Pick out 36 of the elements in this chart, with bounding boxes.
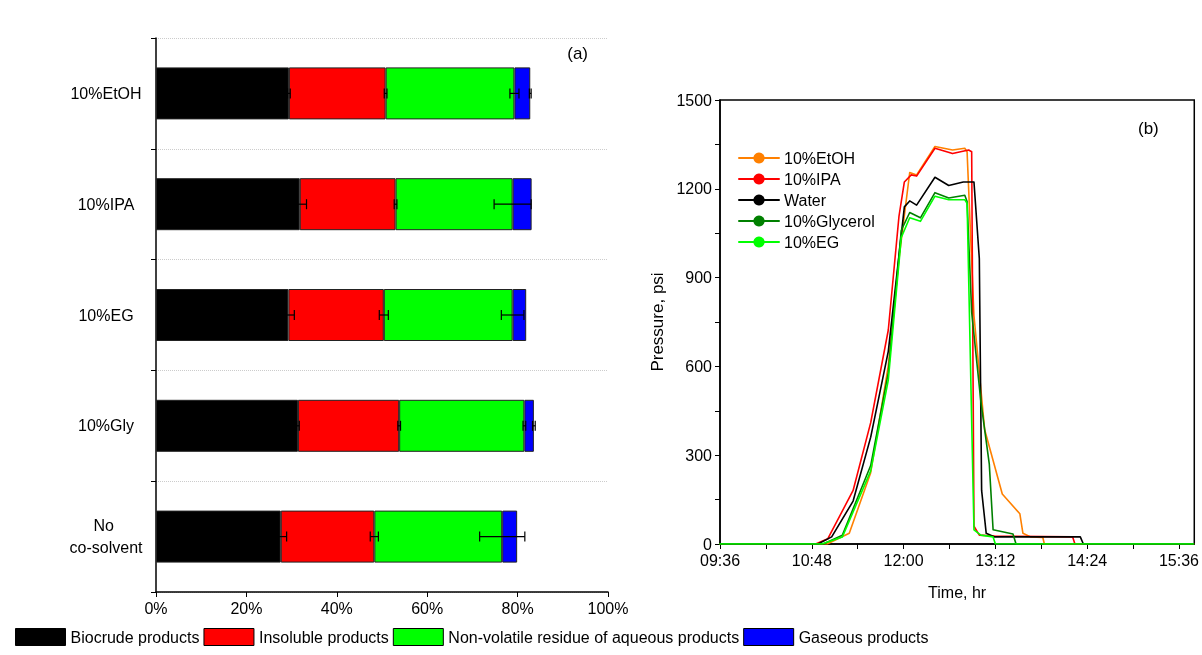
y-tick-label: 10%EG	[78, 306, 134, 324]
x-tick-label: 09:36	[699, 551, 741, 569]
x-tick-label: 14:24	[1067, 551, 1108, 569]
x-tick-label: 60%	[411, 599, 444, 617]
x-axis-title: Time, hr	[928, 583, 987, 601]
y-tick-label: No co-solvent	[69, 517, 144, 557]
x-tick-label: 13:12	[975, 551, 1016, 569]
legend-label: Water	[784, 191, 827, 209]
y-tick-label: 300	[685, 446, 713, 464]
x-tick-label: 10:48	[791, 551, 832, 569]
legend-label: Gaseous products	[798, 628, 929, 646]
legend-label: Biocrude products	[70, 628, 200, 646]
y-tick-label: 10%IPA	[77, 195, 135, 213]
y-tick-label: 1200	[676, 180, 713, 198]
x-tick-label: 80%	[501, 599, 534, 617]
legend-label: Non-volatile residue of aqueous products	[448, 628, 740, 646]
x-tick-label: 12:00	[883, 551, 924, 569]
x-tick-label: 20%	[230, 599, 263, 617]
legend-label: 10%EG	[784, 233, 840, 251]
legend-label: 10%IPA	[784, 170, 841, 188]
y-tick-label: 0	[703, 535, 713, 553]
y-tick-label: 900	[685, 269, 713, 287]
annotation: (a)	[567, 44, 588, 63]
annotation: (b)	[1138, 119, 1159, 138]
y-tick-label: 600	[685, 357, 713, 375]
y-axis-title: Pressure, psi	[647, 272, 667, 372]
y-tick-label: 1500	[676, 91, 713, 109]
y-tick-label: 10%EtOH	[70, 84, 142, 102]
x-tick-label: 0%	[144, 599, 168, 617]
legend-label: 10%EtOH	[784, 149, 856, 167]
x-tick-label: 40%	[320, 599, 353, 617]
y-tick-label: 10%Gly	[77, 417, 135, 435]
legend-label: Insoluble products	[258, 628, 389, 646]
x-tick-label: 15:36	[1158, 551, 1200, 569]
x-tick-label: 100%	[587, 599, 629, 617]
legend-label: 10%Glycerol	[784, 212, 875, 230]
